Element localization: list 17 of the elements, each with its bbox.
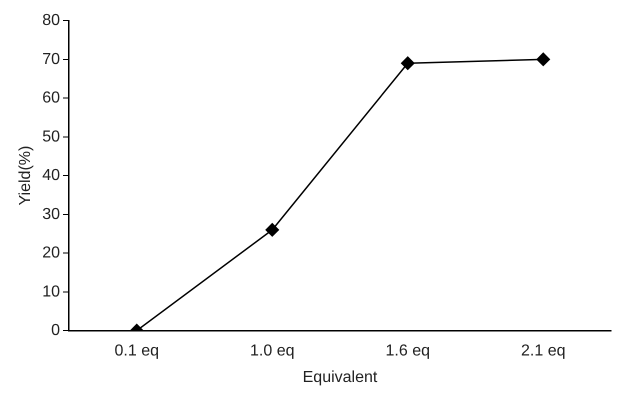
y-tick-label: 60 (42, 90, 60, 107)
x-tick-label: 0.1 eq (114, 342, 159, 360)
x-tick-label: 2.1 eq (521, 342, 566, 360)
x-tick-label: 1.6 eq (386, 342, 430, 360)
y-tick-label: 70 (42, 50, 60, 68)
y-tick-label: 20 (42, 244, 60, 262)
y-tick-label: 50 (42, 128, 60, 146)
point (401, 56, 414, 70)
x-tick-label: 1.0 eq (250, 342, 294, 360)
y-tick-label: 40 (42, 167, 60, 184)
point (536, 52, 550, 66)
y-tick-label: 30 (42, 206, 60, 223)
y-tick-label: 80 (42, 12, 60, 30)
y-tick-label: 0 (51, 322, 60, 340)
y-tick-label: 10 (42, 283, 60, 300)
x-axis-title: Equivalent (302, 368, 378, 386)
y-axis-title: Yield(%) (17, 146, 34, 206)
